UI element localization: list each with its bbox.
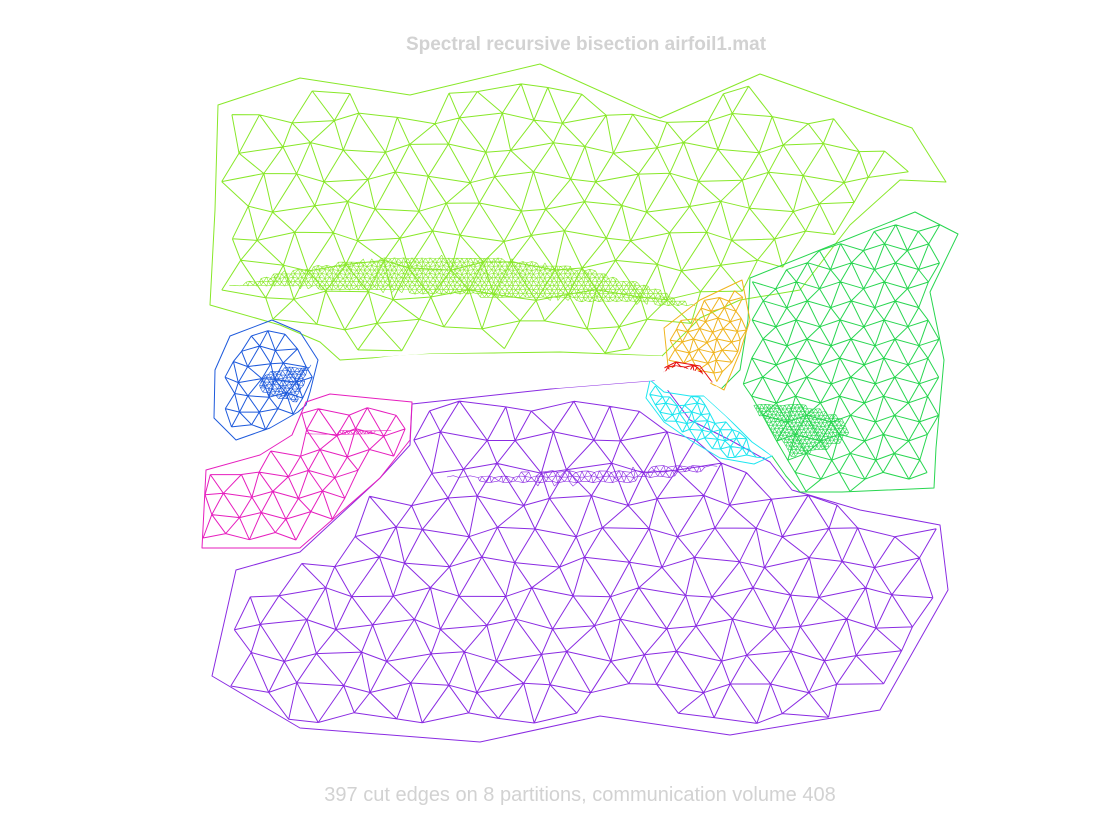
figure-caption: 397 cut edges on 8 partitions, communica… bbox=[324, 784, 836, 806]
main-airfoil-hole bbox=[316, 353, 665, 394]
partition-lower-left bbox=[201, 393, 413, 549]
boundary-lower bbox=[211, 379, 949, 743]
mesh-coarse-right bbox=[742, 224, 941, 492]
mesh-fine-right bbox=[753, 404, 849, 457]
partition-right bbox=[719, 211, 959, 493]
mesh-fine-lower bbox=[446, 465, 718, 487]
mesh-coarse-upper bbox=[221, 83, 909, 354]
figure-title: Spectral recursive bisection airfoil1.ma… bbox=[405, 34, 767, 55]
partition-regions bbox=[201, 63, 959, 743]
partition-leading-edge bbox=[213, 319, 319, 441]
mesh-fine-leading-edge bbox=[259, 364, 312, 403]
partition-upper bbox=[209, 63, 947, 361]
mesh-fine-lower-left bbox=[305, 430, 392, 435]
flap-hole-upper bbox=[652, 366, 712, 392]
boundary-upper bbox=[209, 63, 947, 361]
flap-hole-lower bbox=[702, 386, 772, 456]
mesh-fine-upper bbox=[229, 254, 696, 307]
boundary-leading-edge bbox=[213, 319, 319, 441]
mesh-coarse-flap-below bbox=[649, 385, 765, 459]
mesh-coarse-lower-left bbox=[202, 407, 406, 541]
partition-lower bbox=[211, 379, 949, 743]
mesh-coarse-lower bbox=[230, 400, 937, 724]
airfoil-holes bbox=[316, 353, 772, 456]
boundary-lower-left bbox=[201, 393, 413, 549]
